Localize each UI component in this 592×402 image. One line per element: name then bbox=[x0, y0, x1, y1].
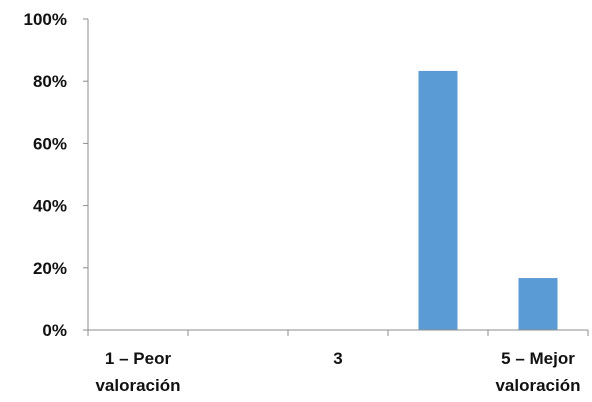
y-tick-label: 40% bbox=[33, 197, 67, 216]
axes bbox=[87, 19, 589, 336]
y-axis-ticks: 0% 20% 40% 60% 80% 100% bbox=[24, 10, 88, 340]
y-tick-label: 20% bbox=[33, 259, 67, 278]
x-axis-labels: 1 – Peor valoración 3 5 – Mejor valoración bbox=[95, 349, 580, 395]
y-tick-label: 80% bbox=[33, 72, 67, 91]
y-tick-label: 0% bbox=[42, 321, 67, 340]
bar bbox=[518, 278, 558, 330]
x-tick-label: 5 – Mejor valoración bbox=[495, 349, 580, 395]
bar bbox=[418, 70, 458, 330]
y-tick-label: 60% bbox=[33, 134, 67, 153]
x-tick-label: 1 – Peor valoración bbox=[95, 349, 180, 395]
x-tick-label: 3 bbox=[333, 349, 342, 368]
bars bbox=[418, 70, 558, 330]
y-tick-label: 100% bbox=[24, 10, 67, 29]
